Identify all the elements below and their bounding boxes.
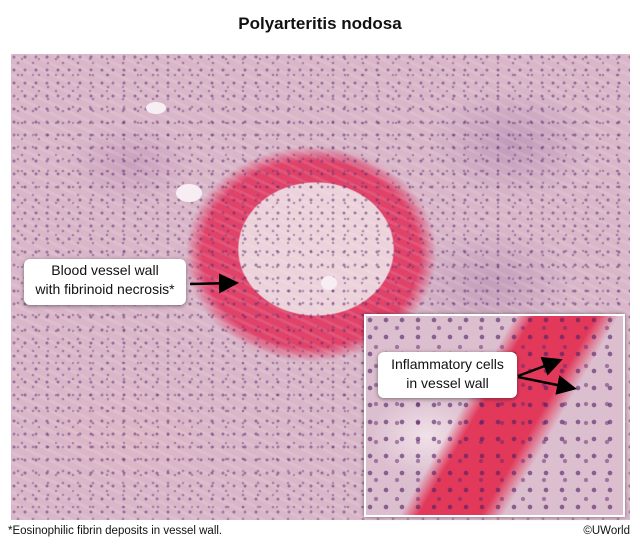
figure-title: Polyarteritis nodosa (238, 14, 402, 33)
histology-micrograph (11, 54, 630, 520)
tissue-space-gap (146, 102, 166, 114)
vessel-lumen-gap (176, 184, 202, 202)
callout-inflammatory-line2: in vessel wall (406, 375, 489, 391)
callout-vessel-wall-line1: Blood vessel wall (51, 262, 159, 278)
copyright-label: ©UWorld (583, 525, 630, 537)
callout-inflammatory-cells: Inflammatory cells in vessel wall (378, 352, 517, 398)
footnote: *Eosinophilic fibrin deposits in vessel … (8, 525, 223, 537)
magnified-inset (364, 314, 625, 517)
callout-inflammatory-line1: Inflammatory cells (391, 356, 504, 372)
callout-vessel-wall: Blood vessel wall with fibrinoid necrosi… (24, 259, 186, 305)
tissue-space-gap (321, 276, 337, 290)
callout-vessel-wall-line2: with fibrinoid necrosis* (35, 281, 175, 297)
